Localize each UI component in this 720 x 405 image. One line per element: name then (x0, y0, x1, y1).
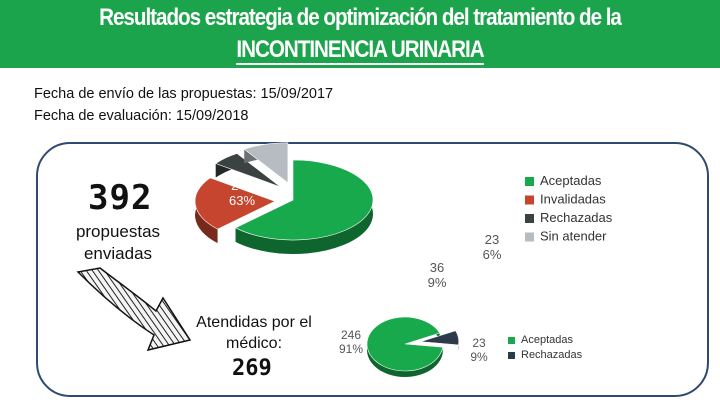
page-title-line-2-text: INCONTINENCIA URINARIA (236, 36, 485, 65)
pie1-legend-swatch-aceptadas (525, 177, 534, 186)
total-sent-label: propuestas enviadas (75, 222, 161, 263)
pie1-value-label-sin-atender: 36 (430, 260, 444, 275)
pie2-slice-rechazadas (420, 330, 460, 346)
pie1-percent-label-rechazadas: 6% (483, 247, 502, 262)
pie2-legend-swatch-aceptadas (508, 337, 515, 344)
pie1-slice-aceptadas (234, 159, 374, 241)
pie1-legend-item-invalidadas: Invalidadas (540, 192, 606, 207)
pie1-percent-label-sin-atender: 9% (428, 275, 447, 290)
pie1-value-label-invalidadas: 87 (426, 164, 440, 179)
pie1-legend-swatch-sin-atender (525, 232, 534, 242)
pie1-percent-label-invalidadas: 22% (420, 179, 446, 194)
pie1-legend-swatch-rechazadas (525, 214, 534, 223)
pie2-legend-item-aceptadas: Aceptadas (521, 334, 573, 346)
total-sent-count: 392 (88, 178, 153, 218)
pie2-percent-label-rechazadas: 9% (470, 350, 488, 364)
flow-arrow-icon (76, 267, 192, 352)
results-panel (36, 142, 709, 397)
pie1-slice-sin-atender (243, 142, 289, 184)
evaluation-date: Fecha de evaluación: 15/09/2018 (34, 108, 249, 124)
attended-count: 269 (232, 356, 272, 381)
pie1-legend-item-sin-atender: Sin atender (540, 229, 607, 244)
pie2-slice-aceptadas (366, 316, 444, 372)
pie2-legend-swatch-rechazadas (508, 352, 515, 359)
pie1-legend-swatch-invalidadas (525, 195, 534, 205)
pie1-value-label-rechazadas: 23 (485, 232, 499, 247)
pie1-percent-label-aceptadas: 63% (229, 193, 255, 208)
page-title-line-1: Resultados estrategia de optimización de… (99, 4, 622, 31)
pie2-value-label-rechazadas: 23 (472, 336, 486, 350)
pie1-slice-invalidadas (194, 177, 276, 230)
sent-date: Fecha de envío de las propuestas: 15/09/… (34, 86, 334, 102)
pie1-value-label-aceptadas: 246 (231, 178, 253, 193)
pie1-legend-item-aceptadas: Aceptadas (540, 173, 602, 188)
pie1-slice-rechazadas (215, 153, 281, 188)
pie2-legend-item-rechazadas: Rechazadas (521, 349, 583, 361)
pie2-percent-label-aceptadas: 91% (339, 342, 363, 356)
page-title-line-2: INCONTINENCIA URINARIA (50, 36, 669, 65)
title-banner (0, 0, 720, 68)
pie2-value-label-aceptadas: 246 (341, 328, 361, 342)
pie1-legend-item-rechazadas: Rechazadas (540, 210, 613, 225)
attended-label: Atendidas por el médico: (196, 314, 312, 352)
